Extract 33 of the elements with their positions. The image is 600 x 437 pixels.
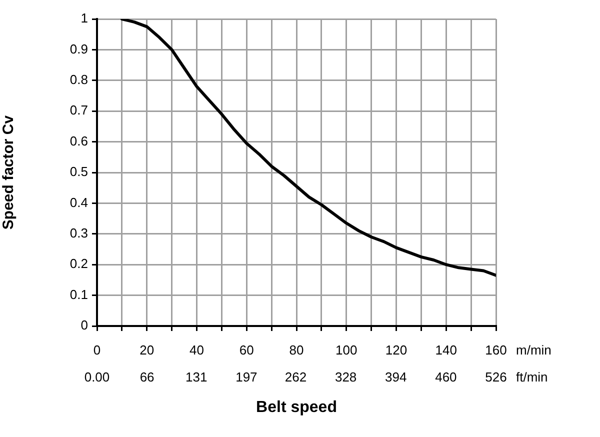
x2-tick-label: 131 — [186, 369, 208, 384]
x2-tick-label: 197 — [236, 369, 258, 384]
y-axis-title: Speed factor Cv — [0, 114, 18, 230]
y-tick-label: 0.5 — [70, 164, 88, 180]
y-tick-label: 0.8 — [70, 72, 88, 87]
x-tick-label: 40 — [190, 342, 204, 358]
x2-tick-label: 262 — [284, 369, 307, 384]
x-tick-label: 80 — [289, 342, 304, 358]
text: ft/min — [516, 370, 548, 385]
x-tick-label: 60 — [239, 342, 254, 358]
y-tick-label: 0.4 — [70, 194, 88, 210]
x2-tick-label: 460 — [435, 369, 457, 384]
y-tick-label: 0.7 — [70, 102, 88, 118]
x2-tick-label: 0.00 — [84, 369, 110, 384]
x-axis-title: Belt speed — [256, 398, 337, 416]
x-tick-label: 160 — [485, 342, 507, 358]
y-tick-label: 0.6 — [70, 133, 88, 148]
x2-tick-label: 394 — [385, 369, 407, 384]
x2-tick-label: 328 — [334, 369, 357, 384]
x-tick-label: 0 — [93, 342, 101, 358]
y-tick-label: 1 — [80, 10, 88, 26]
y-tick-label: 0 — [80, 318, 88, 333]
x-tick-label: 140 — [435, 342, 457, 358]
y-tick-label: 0.3 — [70, 225, 88, 240]
text: m/min — [516, 342, 552, 358]
x-tick-label: 100 — [336, 342, 358, 358]
y-tick-label: 0.9 — [70, 41, 88, 56]
y-tick-label: 0.2 — [70, 256, 88, 272]
x2-tick-label: 526 — [485, 369, 507, 384]
x-tick-label: 120 — [385, 342, 408, 358]
x-tick-label: 20 — [140, 342, 154, 358]
y-tick-label: 0.1 — [70, 286, 88, 302]
x2-tick-label: 66 — [140, 369, 154, 384]
